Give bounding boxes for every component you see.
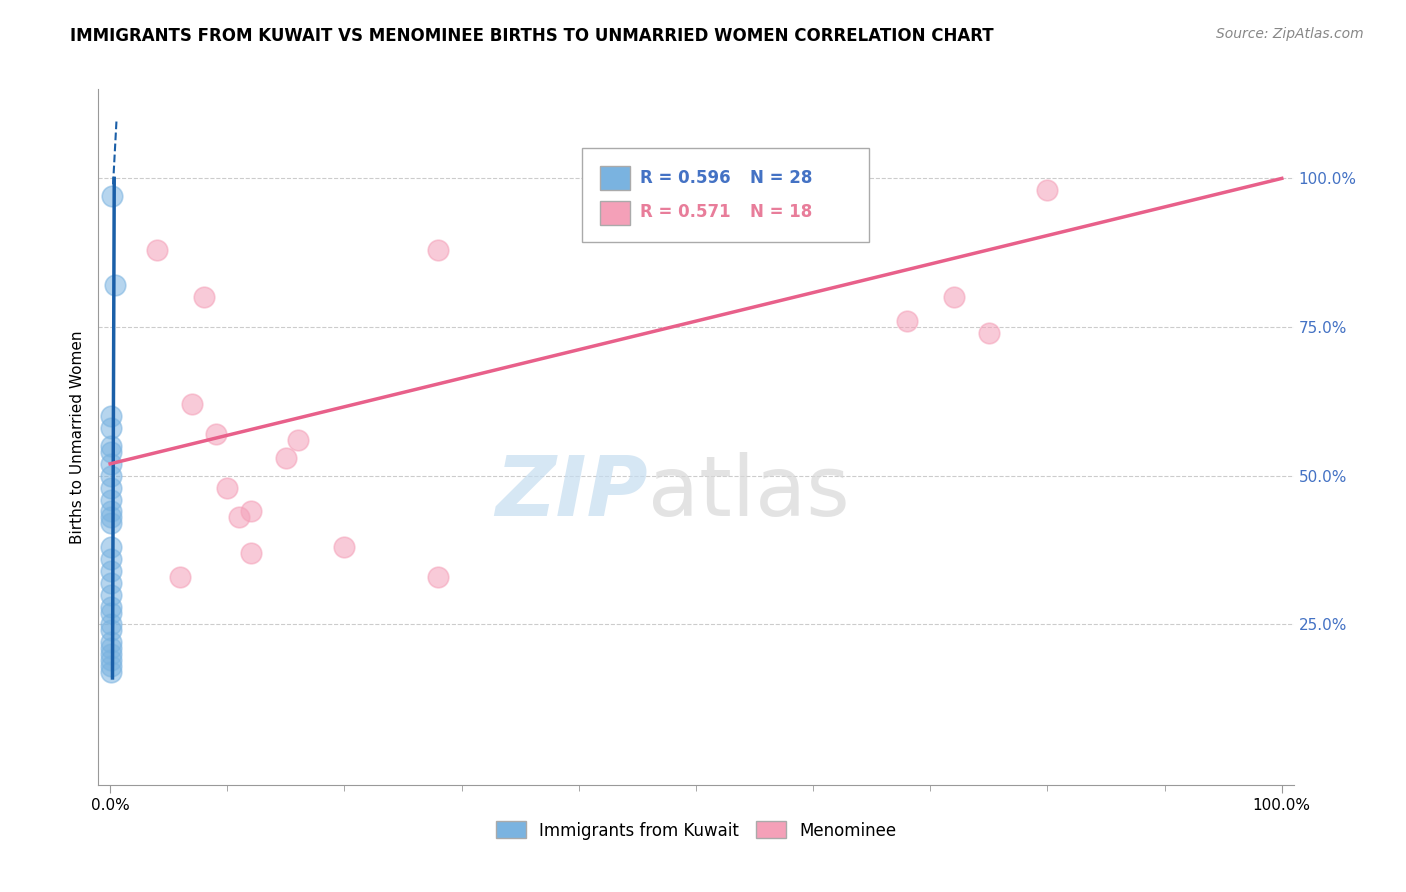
Text: N = 18: N = 18	[749, 203, 813, 221]
Legend: Immigrants from Kuwait, Menominee: Immigrants from Kuwait, Menominee	[489, 814, 903, 847]
Point	[100, 492, 122, 507]
Point	[146, 243, 169, 257]
Point	[100, 439, 122, 453]
Point	[427, 570, 450, 584]
Point	[100, 516, 122, 531]
Point	[100, 457, 122, 471]
Point	[239, 504, 262, 518]
Point	[100, 599, 122, 614]
Point	[104, 278, 127, 293]
Y-axis label: Births to Unmarried Women: Births to Unmarried Women	[69, 330, 84, 544]
Point	[100, 575, 122, 590]
Point	[193, 290, 215, 304]
Point	[287, 433, 309, 447]
Text: atlas: atlas	[648, 452, 849, 533]
Point	[274, 450, 297, 465]
Point	[100, 624, 122, 638]
Point	[100, 588, 122, 602]
Point	[100, 540, 122, 554]
Point	[942, 290, 965, 304]
Point	[100, 409, 122, 424]
Point	[1036, 183, 1059, 197]
Point	[100, 510, 122, 524]
Point	[100, 445, 122, 459]
Point	[333, 540, 356, 554]
Point	[100, 635, 122, 649]
Point	[100, 564, 122, 578]
Point	[427, 243, 450, 257]
Point	[101, 189, 124, 203]
Point	[100, 659, 122, 673]
Text: N = 28: N = 28	[749, 169, 813, 186]
Text: IMMIGRANTS FROM KUWAIT VS MENOMINEE BIRTHS TO UNMARRIED WOMEN CORRELATION CHART: IMMIGRANTS FROM KUWAIT VS MENOMINEE BIRT…	[70, 27, 994, 45]
FancyBboxPatch shape	[600, 201, 630, 225]
Point	[100, 606, 122, 620]
Point	[100, 647, 122, 661]
FancyBboxPatch shape	[600, 166, 630, 190]
Text: R = 0.571: R = 0.571	[640, 203, 731, 221]
Text: R = 0.596: R = 0.596	[640, 169, 731, 186]
Point	[181, 397, 204, 411]
Text: Source: ZipAtlas.com: Source: ZipAtlas.com	[1216, 27, 1364, 41]
Point	[204, 427, 226, 442]
Point	[100, 641, 122, 656]
Point	[977, 326, 1000, 340]
Point	[100, 617, 122, 632]
Point	[228, 510, 250, 524]
Text: ZIP: ZIP	[495, 452, 648, 533]
Point	[896, 314, 918, 328]
Point	[169, 570, 191, 584]
Point	[100, 421, 122, 435]
Point	[100, 552, 122, 566]
Point	[100, 504, 122, 518]
Point	[239, 546, 262, 560]
Point	[100, 665, 122, 679]
Point	[100, 653, 122, 667]
Point	[217, 481, 239, 495]
Point	[100, 468, 122, 483]
FancyBboxPatch shape	[582, 148, 869, 243]
Point	[100, 481, 122, 495]
